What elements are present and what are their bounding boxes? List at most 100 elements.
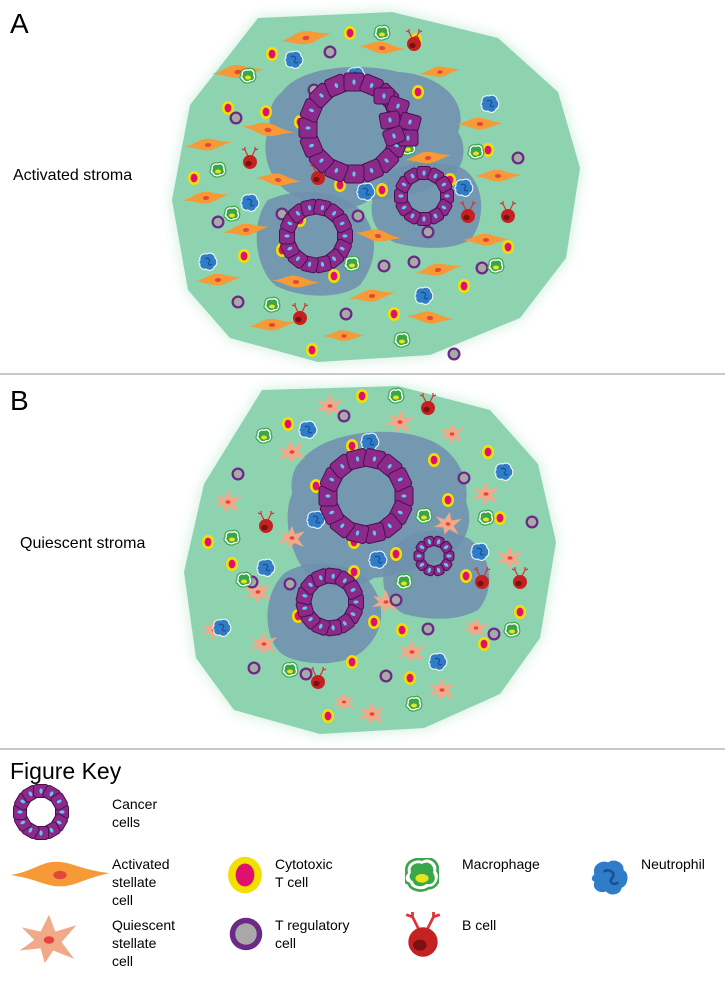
cytotoxic-t-cell xyxy=(460,569,472,583)
macrophage xyxy=(255,427,273,444)
t-regulatory-cell-icon xyxy=(229,917,263,951)
t-regulatory-cell xyxy=(407,255,421,269)
cytotoxic-t-cell xyxy=(356,389,368,403)
cancer-cell-cluster xyxy=(295,567,364,637)
cytotoxic-t-cell xyxy=(346,439,358,453)
cancer-cell-cluster xyxy=(318,448,414,544)
macrophage xyxy=(223,529,241,546)
quiescent-stellate-cell xyxy=(496,546,523,569)
cytotoxic-t-cell xyxy=(404,671,416,685)
activated-stellate-cell xyxy=(280,31,332,45)
activated-stellate-cell xyxy=(182,191,230,204)
cytotoxic-t-cell xyxy=(390,547,402,561)
neutrophil xyxy=(256,558,276,577)
b-cell xyxy=(309,667,327,689)
cytotoxic-t-cell xyxy=(260,105,272,119)
cancer-cells-icon xyxy=(13,784,69,840)
t-regulatory-cell xyxy=(231,467,245,481)
quiescent-stellate-cell xyxy=(372,590,399,613)
key-label-macrophage: Macrophage xyxy=(462,856,540,872)
macrophage xyxy=(281,661,299,678)
cytotoxic-t-cell xyxy=(396,623,408,637)
panel-a-letter: A xyxy=(10,8,29,39)
activated-stellate-cell xyxy=(404,151,452,164)
neutrophil xyxy=(306,510,326,529)
key-label-quiescent-stellate-cell: Quiescent stellate cell xyxy=(112,917,176,969)
quiescent-stellate-cell xyxy=(316,394,343,417)
neutrophil xyxy=(240,193,260,212)
cancer-cell-ring xyxy=(13,784,69,840)
macrophage xyxy=(467,143,485,160)
activated-stellate-cell xyxy=(348,289,396,302)
quiescent-stellate-cell xyxy=(244,580,271,604)
quiescent-stellate-cell xyxy=(398,640,425,663)
cytotoxic-t-cell xyxy=(376,183,388,197)
quiescent-stellate-cell xyxy=(462,617,489,638)
cytotoxic-t-cell xyxy=(458,279,470,293)
t-regulatory-cell xyxy=(525,515,539,529)
b-cell xyxy=(419,393,437,415)
activated-stellate-cell xyxy=(272,275,320,288)
macrophage xyxy=(503,621,521,638)
b-cell xyxy=(511,567,529,589)
quiescent-stellate-cell xyxy=(278,526,305,549)
cytotoxic-t-cell xyxy=(306,343,318,357)
cytotoxic-t-cell xyxy=(478,637,490,651)
macrophage xyxy=(235,571,253,588)
t-regulatory-cell xyxy=(421,225,435,239)
activated-stellate-cell xyxy=(419,66,461,77)
macrophage xyxy=(263,296,281,313)
cell-population xyxy=(201,387,539,725)
cytotoxic-t-cell xyxy=(482,445,494,459)
panel-b-diagram xyxy=(184,386,556,734)
t-regulatory-cell xyxy=(231,295,245,309)
cytotoxic-t-cell xyxy=(428,453,440,467)
cytotoxic-t-cell xyxy=(344,26,356,40)
t-regulatory-cell xyxy=(211,215,225,229)
t-regulatory-cell xyxy=(379,669,393,683)
activated-stellate-cell xyxy=(248,318,296,331)
activated-stellate-cell xyxy=(222,223,270,236)
b-cell xyxy=(241,147,259,169)
neutrophil xyxy=(494,462,514,481)
t-regulatory-cell xyxy=(323,45,337,59)
t-regulatory-cell xyxy=(339,307,353,321)
panel-b-letter: B xyxy=(10,385,29,416)
activated-stellate-cell xyxy=(414,263,462,276)
t-regulatory-cell xyxy=(447,347,461,361)
key-label-t-regulatory-cell: T regulatory cell xyxy=(275,917,350,951)
neutrophil xyxy=(198,252,218,271)
cytotoxic-t-cell xyxy=(188,171,200,185)
b-cell xyxy=(405,29,423,51)
activated-stellate-cell xyxy=(323,330,365,341)
macrophage xyxy=(239,67,257,84)
neutrophil xyxy=(414,286,434,305)
b-cell xyxy=(291,303,309,325)
t-regulatory-cell xyxy=(229,111,243,125)
quiescent-stellate-cell xyxy=(433,512,462,535)
macrophage xyxy=(373,24,391,41)
cytotoxic-t-cell xyxy=(346,655,358,669)
quiescent-stellate-cell xyxy=(332,692,355,711)
t-regulatory-cell xyxy=(389,593,403,607)
key-label-neutrophil: Neutrophil xyxy=(641,856,705,872)
cytotoxic-t-cell xyxy=(202,535,214,549)
t-regulatory-cell xyxy=(351,209,365,223)
activated-stellate-cell xyxy=(406,311,454,324)
quiescent-stellate-cell xyxy=(19,915,77,964)
b-cell xyxy=(459,201,477,223)
panel-a-label: Activated stroma xyxy=(13,167,133,184)
neutrophil xyxy=(368,550,388,569)
cell-population xyxy=(182,24,525,361)
activated-stellate-cell xyxy=(242,122,294,137)
cytotoxic-t-cell xyxy=(368,615,380,629)
b-cell xyxy=(499,201,517,223)
t-regulatory-cell xyxy=(511,151,525,165)
neutrophil xyxy=(454,178,474,197)
cancer-cell-cluster xyxy=(373,87,422,147)
cytotoxic-t-cell xyxy=(502,240,514,254)
t-regulatory-cell xyxy=(457,471,471,485)
cytotoxic-t-cell xyxy=(226,557,238,571)
t-regulatory-cell xyxy=(377,259,391,273)
neutrophil xyxy=(356,182,376,201)
